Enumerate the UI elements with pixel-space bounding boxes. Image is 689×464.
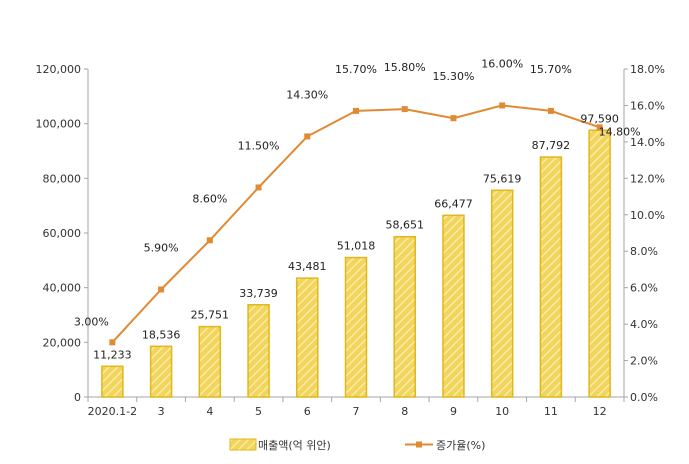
legend-line-marker — [416, 441, 422, 448]
line-point — [158, 286, 165, 293]
x-tick-label: 2020.1-2 — [88, 405, 137, 418]
y2-tick-label: 6.0% — [630, 282, 658, 295]
line-point — [547, 107, 554, 114]
bar — [588, 129, 611, 398]
y2-tick-label: 4.0% — [630, 318, 658, 331]
bar-data-label: 18,536 — [142, 328, 181, 341]
x-tick-label: 4 — [206, 405, 213, 418]
legend-line-label: 증가율(%) — [436, 439, 485, 452]
bar — [198, 325, 222, 398]
line-data-label: 15.70% — [530, 63, 572, 76]
line-point — [401, 106, 408, 113]
bar-data-label: 75,619 — [483, 172, 522, 185]
line-point — [596, 124, 603, 131]
y-tick-label: 120,000 — [36, 63, 82, 76]
y2-tick-label: 2.0% — [630, 355, 658, 368]
line-point — [255, 184, 262, 191]
bar-data-label: 51,018 — [337, 240, 376, 253]
line-layer — [109, 102, 603, 346]
line-data-label: 8.60% — [192, 192, 227, 205]
line-point — [304, 133, 311, 140]
bar-data-label: 66,477 — [434, 197, 473, 210]
bar-data-label: 58,651 — [385, 219, 424, 232]
bar — [539, 156, 563, 398]
y-tick-label: 20,000 — [43, 336, 82, 349]
line-point — [109, 339, 116, 346]
x-tick-label: 8 — [401, 405, 408, 418]
bar-data-label: 87,792 — [532, 139, 571, 152]
legend-bar-swatch — [229, 438, 257, 451]
legend-bar-label: 매출액(억 위안) — [258, 439, 331, 452]
y-tick-label: 60,000 — [43, 227, 82, 240]
line-data-label: 15.70% — [335, 63, 377, 76]
bar — [344, 256, 368, 398]
bar-data-label: 25,751 — [191, 309, 230, 322]
labels-layer: 11,233 18,536 25,751 33,739 43,481 51,018 58,6… — [74, 57, 641, 361]
bar — [101, 365, 124, 398]
y-tick-label: 100,000 — [36, 118, 82, 131]
bar-data-label: 33,739 — [239, 287, 278, 300]
x-tick-label: 9 — [450, 405, 457, 418]
y-tick-label: 40,000 — [43, 282, 82, 295]
x-tick-label: 5 — [255, 405, 262, 418]
bar — [296, 277, 319, 398]
bar — [149, 345, 173, 398]
x-tick-label: 6 — [304, 405, 311, 418]
line-data-label: 14.30% — [286, 88, 328, 101]
bar — [247, 304, 270, 398]
bar-data-label: 43,481 — [288, 260, 327, 273]
line-point — [499, 102, 506, 109]
y-tick-label: 80,000 — [43, 172, 82, 185]
bars-layer — [101, 129, 611, 398]
bar-data-label: 11,233 — [93, 348, 132, 361]
line-data-label: 16.00% — [481, 57, 523, 70]
legend: 매출액(억 위안) 증가율(%) — [229, 438, 485, 452]
bar-data-label: 97,590 — [580, 112, 619, 125]
y2-tick-label: 14.0% — [630, 136, 665, 149]
line-data-label: 3.00% — [74, 315, 109, 328]
line-data-label: 11.50% — [238, 139, 280, 152]
x-tick-label: 12 — [593, 405, 607, 418]
line-point — [353, 107, 359, 114]
x-tick-label: 10 — [495, 405, 509, 418]
bar — [490, 189, 514, 398]
line-data-label: 15.30% — [432, 70, 474, 83]
axes-layer: 0 20,000 40,000 60,000 80,000 100,000 120,000 0… — [36, 63, 665, 418]
line-data-label: 15.80% — [384, 61, 426, 74]
bar — [442, 214, 465, 398]
y2-tick-label: 12.0% — [630, 172, 665, 185]
line-point — [450, 115, 457, 122]
bar — [393, 235, 416, 398]
x-tick-label: 7 — [353, 405, 360, 418]
x-tick-label: 11 — [544, 405, 558, 418]
y2-tick-label: 16.0% — [630, 99, 665, 112]
line-point — [206, 237, 213, 244]
y2-tick-label: 0.0% — [630, 391, 658, 404]
line-data-label: 5.90% — [144, 241, 179, 254]
y2-tick-label: 10.0% — [630, 209, 665, 222]
y2-tick-label: 18.0% — [630, 63, 665, 76]
y2-tick-label: 8.0% — [630, 245, 658, 258]
x-tick-label: 3 — [158, 405, 165, 418]
line-data-label: 14.80% — [599, 125, 641, 138]
y-tick-label: 0 — [74, 391, 81, 404]
